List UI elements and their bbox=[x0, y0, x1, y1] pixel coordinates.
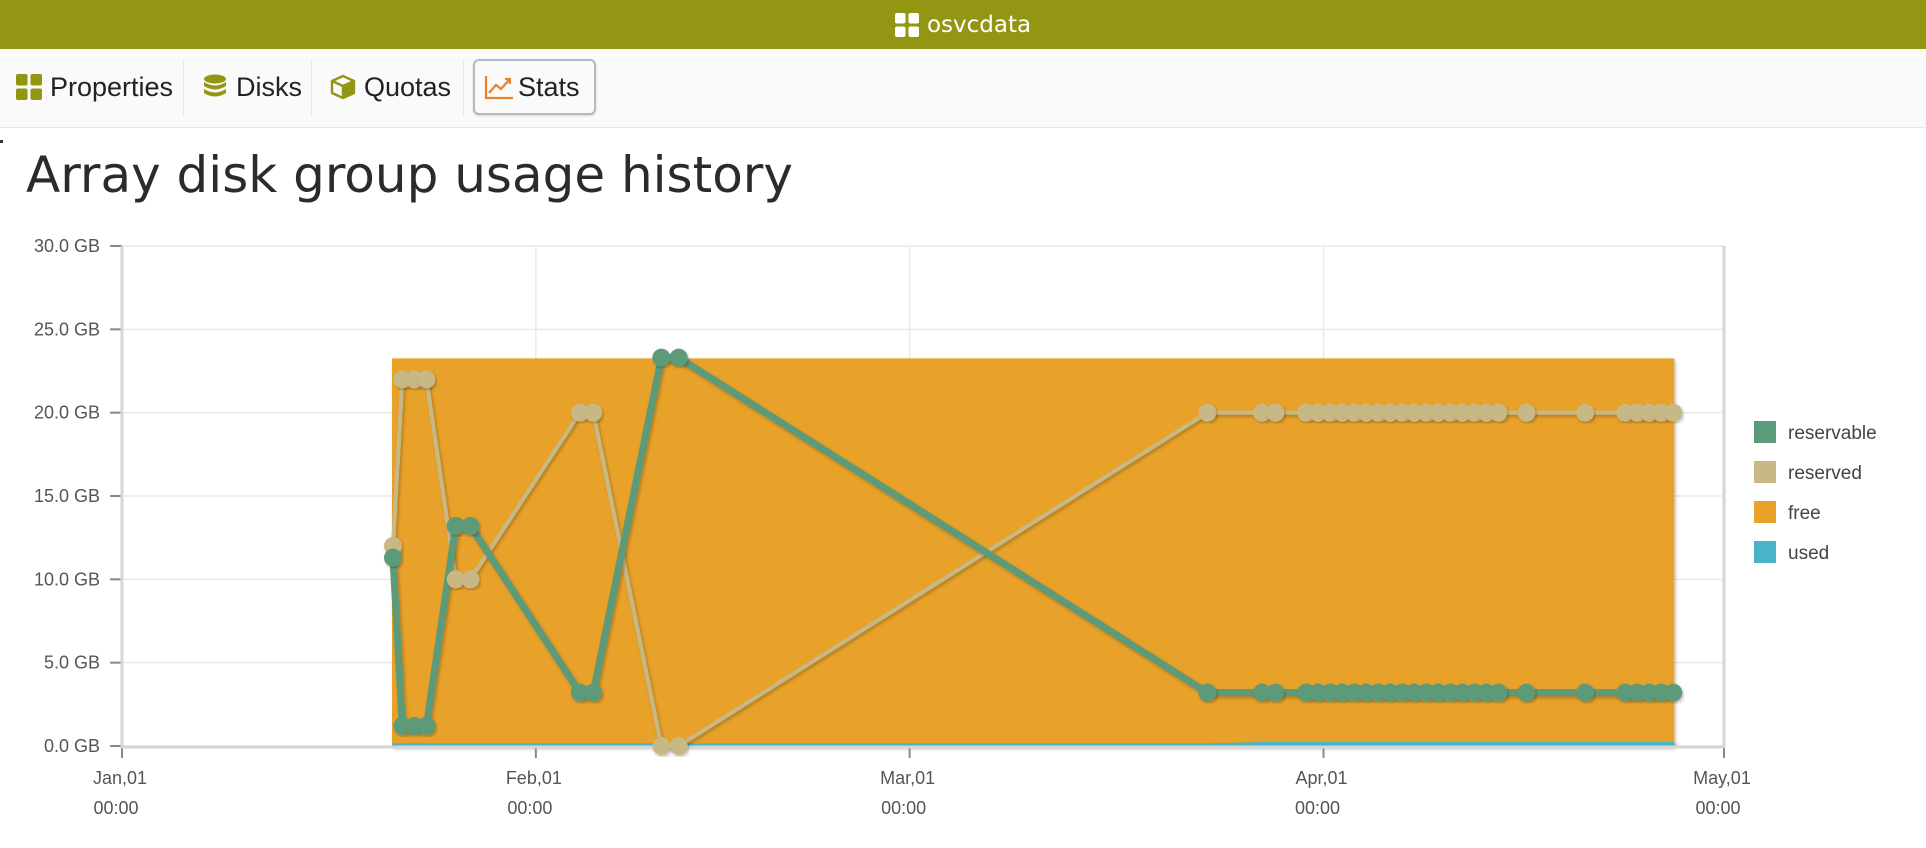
x-tick-label-date: Feb,01 bbox=[506, 768, 562, 788]
data-point-reserved bbox=[570, 403, 589, 422]
tab-divider bbox=[463, 59, 464, 117]
y-tick-label: 25.0 GB bbox=[34, 319, 100, 339]
grid-icon bbox=[894, 12, 919, 37]
data-point-reservable bbox=[669, 348, 688, 367]
data-point-reserved bbox=[1664, 403, 1683, 422]
tab-divider bbox=[311, 59, 312, 117]
data-point-reservable bbox=[1253, 683, 1272, 702]
window-titlebar: osvcdata bbox=[0, 0, 1926, 49]
tab-bar: Properties Disks Quotas bbox=[0, 49, 1926, 128]
database-icon bbox=[202, 74, 228, 100]
legend-label-reservable: reservable bbox=[1788, 423, 1877, 444]
legend-swatch-used bbox=[1754, 541, 1776, 563]
data-point-reserved bbox=[446, 570, 465, 589]
x-tick-label-time: 00:00 bbox=[1695, 798, 1740, 818]
legend-label-free: free bbox=[1788, 503, 1821, 524]
data-point-reserved bbox=[417, 370, 436, 389]
legend-swatch-reserved bbox=[1754, 461, 1776, 483]
data-point-reserved bbox=[669, 737, 688, 755]
data-point-reserved bbox=[1266, 403, 1285, 422]
cube-icon bbox=[330, 74, 356, 100]
y-tick-label: 30.0 GB bbox=[34, 236, 100, 256]
tab-quotas-label: Quotas bbox=[364, 71, 452, 102]
tab-properties[interactable]: Properties bbox=[16, 59, 173, 115]
usage-history-chart: 0.0 GB 5.0 GB 10.0 GB 15.0 GB 20.0 GB 25.0 GB… bbox=[34, 236, 1877, 818]
stray-dot bbox=[0, 140, 3, 143]
x-tick-label-date: May,01 bbox=[1693, 768, 1751, 788]
data-point-reservable bbox=[584, 683, 603, 702]
data-point-reservable bbox=[384, 548, 403, 567]
tab-disks-label: Disks bbox=[236, 71, 302, 102]
x-tick-label-time: 00:00 bbox=[93, 798, 138, 818]
data-point-reserved bbox=[461, 570, 480, 589]
x-tick-label-time: 00:00 bbox=[881, 798, 926, 818]
data-point-reserved bbox=[1253, 403, 1272, 422]
legend-label-reserved: reserved bbox=[1788, 463, 1862, 484]
tab-stats[interactable]: Stats bbox=[473, 59, 596, 115]
data-point-reserved bbox=[1517, 403, 1536, 422]
x-tick-label-date: Mar,01 bbox=[880, 768, 935, 788]
data-point-reservable bbox=[652, 348, 671, 367]
chart-line-icon bbox=[484, 74, 513, 100]
y-tick-label: 0.0 GB bbox=[44, 736, 100, 756]
x-tick-label-date: Jan,01 bbox=[93, 768, 147, 788]
tab-divider bbox=[183, 59, 184, 117]
x-tick-label-time: 00:00 bbox=[1295, 798, 1340, 818]
grid-icon bbox=[16, 74, 42, 100]
page-title: Array disk group usage history bbox=[26, 146, 793, 204]
data-point-reservable bbox=[570, 683, 589, 702]
data-point-reserved bbox=[584, 403, 603, 422]
legend-swatch-free bbox=[1754, 501, 1776, 523]
y-tick-label: 10.0 GB bbox=[34, 569, 100, 589]
data-point-reservable bbox=[461, 517, 480, 535]
data-point-reserved bbox=[652, 737, 671, 755]
data-point-reserved bbox=[1576, 403, 1595, 422]
tab-properties-label: Properties bbox=[50, 71, 174, 102]
data-point-reservable bbox=[1517, 683, 1536, 702]
x-tick-label-date: Apr,01 bbox=[1295, 768, 1347, 788]
data-point-reservable bbox=[1489, 683, 1508, 702]
tab-disks[interactable]: Disks bbox=[202, 59, 302, 115]
data-point-reservable bbox=[1198, 683, 1217, 702]
data-point-reserved bbox=[1489, 403, 1508, 422]
data-point-reservable bbox=[417, 717, 436, 735]
data-point-reservable bbox=[1266, 683, 1285, 702]
tab-stats-label: Stats bbox=[518, 71, 580, 102]
data-point-reservable bbox=[446, 517, 465, 535]
y-tick-label: 20.0 GB bbox=[34, 403, 100, 423]
data-point-reservable bbox=[1576, 683, 1595, 702]
y-tick-label: 5.0 GB bbox=[44, 653, 100, 673]
legend-swatch-reservable bbox=[1754, 421, 1776, 443]
legend-label-used: used bbox=[1788, 543, 1829, 564]
data-point-reservable bbox=[1664, 683, 1683, 702]
data-point-reserved bbox=[1198, 403, 1217, 422]
window-title: osvcdata bbox=[926, 11, 1032, 38]
y-tick-label: 15.0 GB bbox=[34, 486, 100, 506]
tab-quotas[interactable]: Quotas bbox=[330, 59, 451, 115]
x-tick-label-time: 00:00 bbox=[507, 798, 552, 818]
